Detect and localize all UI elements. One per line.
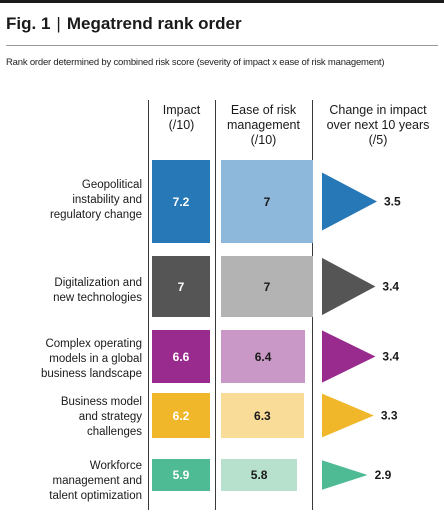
row-label-line: management and bbox=[52, 474, 142, 487]
change-triangle bbox=[322, 257, 376, 316]
row-label-line: and strategy bbox=[78, 411, 142, 423]
column-divider-1 bbox=[148, 100, 149, 510]
change-value-label: 2.9 bbox=[375, 468, 392, 482]
figure-number: Fig. 1 bbox=[6, 14, 51, 33]
change-triangle bbox=[322, 172, 377, 231]
column-header-change: Change in impact over next 10 years (/5) bbox=[312, 103, 444, 148]
figure-title-text: Megatrend rank order bbox=[66, 14, 242, 33]
column-header-change-line: over next 10 years bbox=[326, 118, 430, 132]
column-header-ease-line: (/10) bbox=[250, 133, 277, 147]
row-label-line: Digitalization and bbox=[54, 276, 142, 289]
row-label-line: Complex operating bbox=[45, 338, 142, 350]
change-value-label: 3.4 bbox=[382, 280, 399, 294]
figure-title: Fig. 1 | Megatrend rank order bbox=[6, 14, 242, 34]
impact-bar: 7.2 bbox=[152, 160, 210, 243]
row-label-line: Business model bbox=[60, 396, 142, 408]
ease-bar: 5.8 bbox=[221, 459, 298, 491]
row-label-line: instability and bbox=[72, 194, 142, 206]
column-header-impact-line: Impact bbox=[162, 103, 201, 117]
column-header-change-line: (/5) bbox=[368, 133, 388, 147]
row-label-line: Workforce bbox=[89, 459, 142, 472]
title-separator: | bbox=[56, 14, 61, 33]
change-value-label: 3.4 bbox=[382, 350, 399, 364]
change-value-label: 3.3 bbox=[381, 409, 398, 423]
impact-bar: 7 bbox=[152, 256, 210, 317]
figure-subtitle: Rank order determined by combined risk s… bbox=[6, 57, 385, 68]
column-header-ease: Ease of risk management (/10) bbox=[215, 103, 312, 148]
top-rule bbox=[0, 0, 444, 3]
row-label: Geopolitical instability and regulatory ch… bbox=[4, 178, 142, 223]
column-header-ease-line: Ease of risk bbox=[230, 103, 297, 117]
ease-bar: 7 bbox=[221, 160, 313, 243]
column-header-impact: Impact (/10) bbox=[148, 103, 215, 133]
change-triangle bbox=[322, 330, 376, 383]
impact-bar: 6.6 bbox=[152, 330, 210, 383]
column-header-impact-line: (/10) bbox=[168, 118, 195, 132]
row-label-line: talent optimization bbox=[49, 489, 142, 502]
row-label-line: business landscape bbox=[40, 368, 142, 380]
column-divider-2 bbox=[215, 100, 216, 510]
column-header-ease-line: management bbox=[227, 118, 300, 132]
ease-bar: 6.4 bbox=[221, 330, 306, 383]
row-label-line: models in a global bbox=[49, 353, 142, 365]
row-label-line: regulatory change bbox=[49, 209, 142, 221]
change-triangle bbox=[322, 460, 368, 490]
row-label-line: new technologies bbox=[53, 291, 142, 304]
ease-bar: 7 bbox=[221, 256, 313, 317]
row-label: Business model and strategy challenges bbox=[4, 395, 142, 440]
change-triangle bbox=[322, 393, 374, 438]
row-label-line: Geopolitical bbox=[81, 179, 142, 191]
change-value-label: 3.5 bbox=[384, 195, 401, 209]
column-header-change-line: Change in impact bbox=[329, 103, 427, 117]
row-label: Digitalization and new technologies bbox=[4, 276, 142, 306]
row-label: Complex operating models in a global busin… bbox=[4, 337, 142, 382]
impact-bar: 5.9 bbox=[152, 459, 210, 491]
row-label: Workforce management and talent optimizati… bbox=[4, 459, 142, 504]
impact-bar: 6.2 bbox=[152, 393, 210, 438]
title-rule bbox=[6, 45, 438, 46]
row-label-line: challenges bbox=[87, 426, 142, 438]
ease-bar: 6.3 bbox=[221, 393, 304, 438]
